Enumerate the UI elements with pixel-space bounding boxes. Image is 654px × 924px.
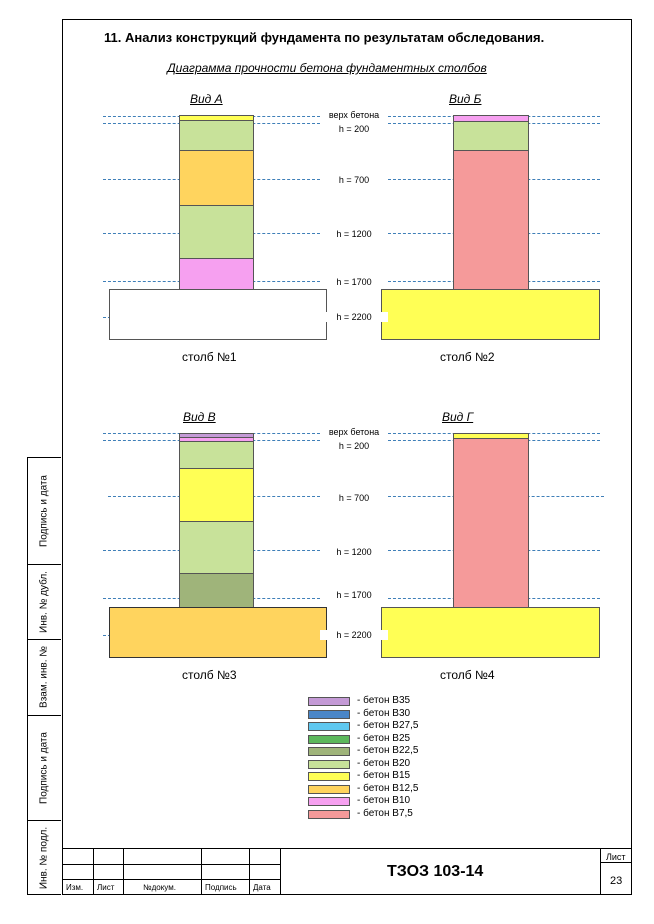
legend-label-9: - бетон В7,5: [357, 807, 413, 819]
view-c-title: Вид В: [183, 410, 216, 424]
column-3-label: столб №3: [182, 668, 237, 682]
legend-swatch-9: [308, 809, 350, 819]
view-b-title: Вид Б: [449, 92, 482, 106]
section-title: 11. Анализ конструкций фундамента по рез…: [104, 30, 545, 45]
col3-seg-b22: [179, 573, 254, 608]
legend-label-3: - бетон В25: [357, 732, 411, 744]
legend-label-0: - бетон В35: [357, 695, 411, 706]
level-label-2200-row1: h = 2200: [320, 312, 388, 322]
col3-seg-b20-mid: [179, 521, 254, 574]
tb-col-change: Изм.: [66, 883, 84, 892]
col3-seg-b15: [179, 468, 254, 522]
legend-label-5: - бетон В20: [357, 757, 411, 769]
tb-hline-2: [62, 879, 280, 880]
col3-seg-b20-top: [179, 441, 254, 469]
legend-swatch-1: [308, 709, 350, 719]
level-label-700-row2: h = 700: [320, 493, 388, 503]
legend-swatch-4: [308, 747, 350, 756]
legend-label-2: - бетон В27,5: [357, 720, 419, 731]
view-d-title: Вид Г: [442, 410, 474, 424]
tb-divider-main: [280, 848, 281, 895]
column-2-label: столб №2: [440, 350, 495, 364]
legend-swatch-5: [308, 759, 350, 769]
legend-swatch-3: [308, 734, 350, 744]
title-block: [62, 848, 632, 895]
level-label-1200-row2: h = 1200: [320, 547, 388, 557]
legend-label-1: - бетон В30: [357, 707, 411, 719]
legend-label-7: - бетон В12,5: [357, 782, 419, 794]
diagram-subtitle: Диаграмма прочности бетона фундаментных …: [167, 61, 487, 75]
side-label-orig-inv: Инв. № подл.: [38, 826, 50, 889]
col4-footing: [381, 607, 600, 658]
level-label-1200-row1: h = 1200: [320, 229, 388, 239]
legend-swatch-6: [308, 772, 350, 781]
legend-label-4: - бетон В22,5: [357, 745, 419, 756]
sheet-label: Лист: [606, 852, 626, 862]
col2-seg-b7: [453, 150, 529, 290]
legend-label-8: - бетон В10: [357, 795, 411, 806]
view-a-title: Вид А: [190, 92, 223, 106]
side-label-sign-date-1: Подпись и дата: [27, 457, 61, 565]
legend-swatch-0: [308, 697, 350, 706]
col1-seg-b20-top: [179, 120, 254, 151]
col3-footing: [109, 607, 327, 658]
level-label-top-row1: верх бетона: [320, 110, 388, 120]
col2-seg-b20: [453, 121, 529, 151]
level-label-1700-row1: h = 1700: [320, 277, 388, 287]
legend-swatch-8: [308, 797, 350, 806]
tb-col-docnum: №докум.: [143, 883, 176, 892]
col1-seg-b20-mid: [179, 205, 254, 259]
side-label-dup-inv: Инв. № дубл.: [27, 564, 61, 640]
tb-col-date: Дата: [253, 883, 271, 892]
tb-vline-4: [249, 848, 250, 895]
tb-vline-2: [123, 848, 124, 895]
level-label-200-row2: h = 200: [320, 441, 388, 451]
level-label-200-row1: h = 200: [320, 124, 388, 134]
col1-seg-b10: [179, 258, 254, 290]
level-label-top-row2: верх бетона: [320, 427, 388, 437]
tb-col-sheet: Лист: [97, 883, 115, 892]
side-label-replace-inv: Взам. инв. №: [27, 639, 61, 716]
col1-footing: [109, 289, 327, 340]
tb-col-signature: Подпись: [205, 883, 237, 892]
col4-seg-b7: [453, 438, 529, 608]
side-stamp: [27, 457, 61, 895]
tb-divider-sheet: [600, 848, 601, 895]
legend-swatch-7: [308, 784, 350, 794]
col1-seg-b12: [179, 150, 254, 206]
legend-swatch-2: [308, 722, 350, 731]
tb-vline-3: [201, 848, 202, 895]
tb-hline-1: [62, 864, 280, 865]
tb-vline-1: [93, 848, 94, 895]
side-label-sign-date-2: Подпись и дата: [27, 715, 61, 821]
level-label-1700-row2: h = 1700: [320, 590, 388, 600]
level-label-2200-row2: h = 2200: [320, 630, 388, 640]
level-label-700-row1: h = 700: [320, 175, 388, 185]
document-code: ТЗОЗ 103-14: [387, 863, 484, 880]
tb-hline-sheet: [600, 862, 632, 863]
legend-label-6: - бетон В15: [357, 770, 411, 781]
sheet-number: 23: [610, 875, 623, 887]
col2-footing: [381, 289, 600, 340]
column-4-label: столб №4: [440, 668, 495, 682]
column-1-label: столб №1: [182, 350, 237, 364]
